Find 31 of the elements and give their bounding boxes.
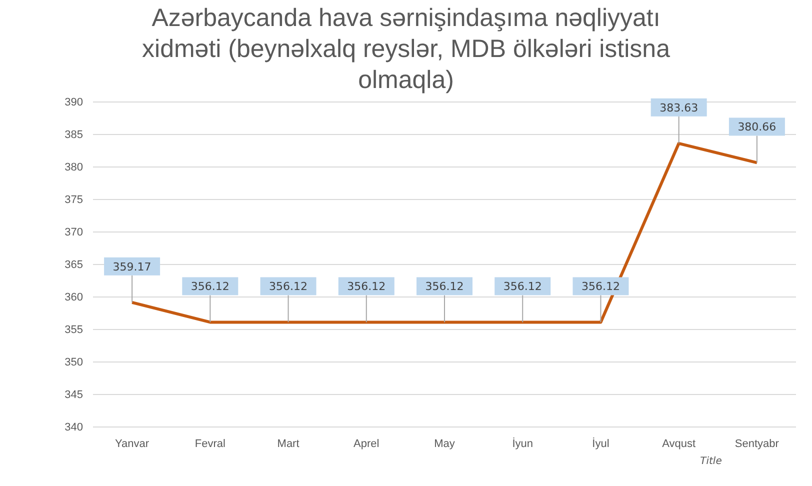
y-tick-label: 390: [64, 96, 83, 109]
x-tick-label: Yanvar: [115, 438, 150, 450]
y-tick-label: 375: [64, 194, 83, 206]
y-tick-label: 385: [64, 129, 83, 142]
x-tick-label: Aprel: [354, 438, 380, 450]
x-tick-label: Mart: [277, 438, 300, 450]
x-tick-label: İyul: [592, 436, 610, 450]
y-tick-label: 340: [64, 422, 83, 434]
y-tick-label: 355: [64, 324, 83, 336]
y-tick-label: 365: [64, 259, 83, 272]
x-tick-label: Sentyabr: [734, 438, 780, 450]
y-tick-label: 380: [64, 162, 83, 174]
data-label: 356.12: [269, 280, 308, 294]
data-label: 359.17: [112, 260, 152, 274]
data-label: 356.12: [581, 280, 620, 294]
data-label: 356.12: [347, 280, 386, 294]
y-tick-label: 350: [64, 356, 83, 369]
x-tick-label: Fevral: [194, 438, 226, 450]
data-label: 356.12: [425, 280, 464, 294]
data-label: 356.12: [503, 280, 542, 294]
data-label: 380.66: [738, 120, 776, 134]
x-axis-title: Title: [700, 456, 722, 467]
y-tick-label: 360: [64, 292, 83, 304]
y-tick-label: 370: [64, 226, 83, 239]
x-tick-label: May: [434, 438, 456, 450]
y-tick-label: 345: [64, 389, 83, 402]
data-label: 383.63: [660, 101, 698, 114]
x-tick-label: İyun: [512, 436, 534, 450]
data-label: 356.12: [190, 280, 230, 294]
chart-title: Azərbaycanda hava sərnişindaşıma nəqliyyatı xidməti (beynəlxalq reyslər, MDB ölkələri istisna olmaqla): [142, 4, 670, 94]
x-tick-label: Avqust: [662, 438, 696, 450]
